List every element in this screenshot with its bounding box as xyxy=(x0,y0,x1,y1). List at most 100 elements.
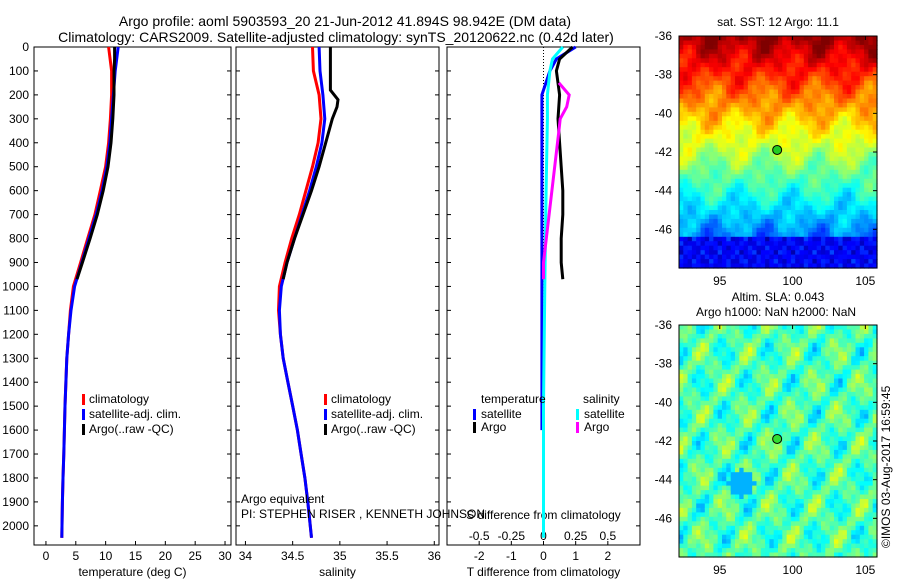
map-cell xyxy=(825,67,831,73)
map-cell xyxy=(786,214,792,220)
map-cell xyxy=(786,441,792,447)
map-cell xyxy=(790,552,796,558)
map-cell xyxy=(790,400,796,406)
map-cell xyxy=(683,152,689,158)
map-cell xyxy=(760,405,766,411)
map-cell xyxy=(747,89,753,95)
map-cell xyxy=(691,543,697,549)
map-cell xyxy=(821,499,826,505)
map-cell xyxy=(851,125,857,131)
map-cell xyxy=(679,120,684,126)
map-cell xyxy=(722,245,727,251)
map-cell xyxy=(868,351,874,357)
map-cell xyxy=(838,116,844,122)
map-cell xyxy=(773,476,779,482)
map-cell xyxy=(799,259,805,265)
map-cell xyxy=(851,116,857,122)
map-cell xyxy=(704,472,710,478)
map-cell xyxy=(730,138,736,144)
map-cell xyxy=(735,543,740,549)
map-cell xyxy=(790,351,796,357)
map-cell xyxy=(743,227,749,233)
map-cell xyxy=(790,71,796,77)
map-cell xyxy=(816,472,822,478)
map-cell xyxy=(709,67,714,73)
map-cell xyxy=(846,342,852,348)
map-cell xyxy=(756,423,762,429)
map-cell xyxy=(752,351,758,357)
map-cell xyxy=(821,494,826,500)
map-cell xyxy=(821,530,826,536)
map-cell xyxy=(842,94,848,100)
map-cell xyxy=(799,138,805,144)
map-cell xyxy=(730,76,736,82)
map-cell xyxy=(760,241,766,247)
map-cell xyxy=(812,548,818,554)
map-cell xyxy=(782,329,788,335)
map-cell xyxy=(747,183,753,189)
map-cell xyxy=(687,58,693,64)
map-cell xyxy=(851,254,857,260)
map-cell xyxy=(868,245,874,251)
map-cell xyxy=(855,138,861,144)
map-cell xyxy=(726,325,732,331)
map-cell xyxy=(769,485,775,491)
map-cell xyxy=(760,40,766,46)
map-cell xyxy=(816,490,822,496)
map-cell xyxy=(765,418,770,424)
map-cell xyxy=(743,85,749,91)
map-cell xyxy=(773,138,779,144)
map-cell xyxy=(778,400,783,406)
map-cell xyxy=(747,525,753,531)
map-cell xyxy=(743,245,749,251)
map-cell xyxy=(752,71,758,77)
map-cell xyxy=(704,107,710,113)
map-cell xyxy=(821,36,826,42)
map-cell xyxy=(795,187,801,193)
map-cell xyxy=(700,71,706,77)
map-cell xyxy=(769,250,775,256)
map-cell xyxy=(864,111,869,117)
map-cell xyxy=(726,472,732,478)
map-cell xyxy=(696,467,702,473)
map-cell xyxy=(756,125,762,131)
map-cell xyxy=(679,427,684,433)
map-cell xyxy=(872,205,878,211)
map-cell xyxy=(799,512,805,518)
map-cell xyxy=(713,44,719,50)
map-cell xyxy=(691,458,697,464)
map-cell xyxy=(872,201,878,207)
map-cell xyxy=(691,467,697,473)
map-cell xyxy=(816,360,822,366)
map-cell xyxy=(687,387,693,393)
map-cell xyxy=(834,467,839,473)
map-cell xyxy=(821,156,826,162)
map-cell xyxy=(726,169,732,175)
map-cell xyxy=(834,169,839,175)
map-cell xyxy=(683,178,689,184)
map-cell xyxy=(726,196,732,202)
map-cell xyxy=(825,40,831,46)
map-cell xyxy=(704,138,710,144)
map-cell xyxy=(842,360,848,366)
map-cell xyxy=(696,165,702,171)
map-cell xyxy=(679,463,684,469)
map-cell xyxy=(743,432,749,438)
map-cell xyxy=(735,147,740,153)
map-cell xyxy=(743,259,749,265)
map-cell xyxy=(717,210,723,216)
map-cell xyxy=(760,333,766,339)
map-cell xyxy=(786,89,792,95)
map-cell xyxy=(683,143,689,149)
map-cell xyxy=(808,218,813,224)
map-cell xyxy=(735,383,740,389)
map-cell xyxy=(747,94,753,100)
map-cell xyxy=(782,338,788,344)
map-cell xyxy=(773,94,779,100)
map-cell xyxy=(838,347,844,353)
y-tick-label: 1400 xyxy=(2,375,29,389)
map-cell xyxy=(765,250,770,256)
map-cell xyxy=(713,174,719,180)
map-cell xyxy=(799,530,805,536)
map-cell xyxy=(756,525,762,531)
